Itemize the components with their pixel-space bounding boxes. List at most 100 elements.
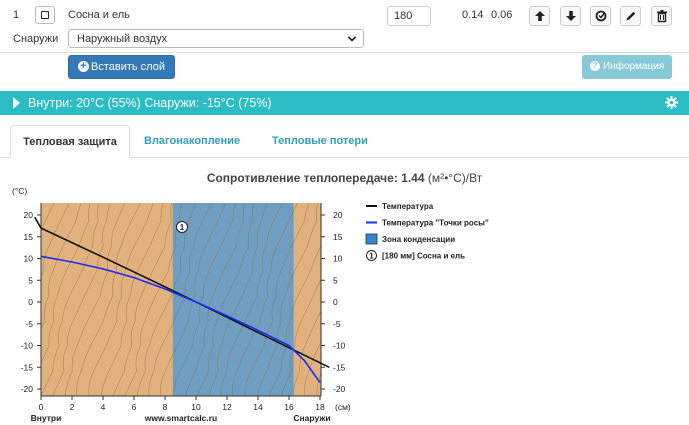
y-tick-label-right: 5 bbox=[333, 275, 338, 285]
wood-grain-line bbox=[244, 203, 310, 396]
gear-icon[interactable] bbox=[664, 95, 679, 110]
x-axis-label: (см) bbox=[335, 402, 351, 412]
layer-mu-value: 0.06 bbox=[491, 9, 513, 21]
arrow-down-icon bbox=[566, 11, 576, 21]
x-tick-label: 10 bbox=[191, 402, 201, 412]
replace-material-button[interactable] bbox=[590, 6, 611, 26]
wood-grain-line bbox=[256, 203, 319, 396]
legend-marker-number: 1 bbox=[369, 252, 374, 261]
site-label: www.smartcalc.ru bbox=[144, 413, 217, 423]
layer-thickness-input[interactable]: 180 bbox=[387, 6, 431, 26]
y-tick-label-right: 15 bbox=[333, 232, 343, 242]
wood-grain-line bbox=[88, 203, 154, 396]
layer-select-checkbox[interactable] bbox=[35, 6, 55, 24]
wood-grain-line bbox=[52, 203, 111, 396]
y-tick-label-right: -10 bbox=[333, 341, 346, 351]
y-tick-label-right: 10 bbox=[333, 254, 343, 264]
layer-material-name: Сосна и ель bbox=[68, 9, 130, 21]
legend-box-swatch bbox=[365, 233, 378, 245]
wood-grain-line bbox=[196, 203, 255, 396]
wood-grain-line bbox=[232, 203, 298, 396]
legend-marker-circle bbox=[366, 250, 377, 261]
layer-marker-label: 1 bbox=[180, 223, 185, 232]
info-button[interactable]: ? Информация bbox=[582, 55, 672, 79]
tabs-divider bbox=[0, 157, 689, 158]
x-tick-label: 18 bbox=[315, 402, 325, 412]
layer-marker-circle bbox=[176, 221, 188, 233]
edit-icon bbox=[626, 11, 636, 21]
legend-entry-label: Температура bbox=[382, 202, 434, 211]
checkbox-square-icon bbox=[41, 11, 49, 19]
info-circle-icon: ? bbox=[590, 61, 600, 71]
x-tick-label: 14 bbox=[253, 402, 263, 412]
wood-grain-line bbox=[64, 203, 126, 396]
x-tick-label: 12 bbox=[222, 402, 232, 412]
info-label: Информация bbox=[603, 61, 665, 72]
tab-thermal-protection[interactable]: Тепловая защита bbox=[10, 125, 130, 158]
tab-moisture[interactable]: Влагонакопление bbox=[144, 135, 241, 147]
x-tick-label: 4 bbox=[101, 402, 106, 412]
chevron-down-icon bbox=[347, 36, 357, 42]
move-down-button[interactable] bbox=[560, 6, 581, 26]
divider bbox=[0, 52, 689, 53]
y-tick-label: 5 bbox=[28, 275, 33, 285]
wood-grain-line bbox=[41, 203, 82, 331]
y-tick-label-right: -15 bbox=[333, 362, 346, 372]
outside-label: Снаружи bbox=[13, 33, 59, 45]
y-tick-label: 10 bbox=[24, 254, 34, 264]
layer-number: 1 bbox=[13, 9, 20, 21]
wood-grain-line bbox=[100, 203, 164, 396]
y-tick-label-right: 0 bbox=[333, 297, 338, 307]
wood-grain-line bbox=[220, 203, 283, 396]
arrow-up-icon bbox=[535, 11, 545, 21]
y-tick-label-right: 20 bbox=[333, 210, 343, 220]
legend-entry-label: Зона конденсации bbox=[382, 235, 455, 244]
outside-environment-value: Наружный воздух bbox=[77, 33, 168, 45]
conditions-bar[interactable]: Внутри: 20°C (55%) Снаружи: -15°C (75%) bbox=[0, 91, 689, 115]
y-tick-label: 0 bbox=[28, 297, 33, 307]
layer-lambda-value: 0.14 bbox=[462, 9, 484, 21]
wood-grain-line bbox=[280, 278, 321, 396]
y-axis-label: (°C) bbox=[12, 186, 27, 196]
trash-icon bbox=[657, 10, 667, 23]
y-tick-label-right: -5 bbox=[333, 319, 341, 329]
x-tick-label: 8 bbox=[163, 402, 168, 412]
wood-grain-line bbox=[41, 203, 70, 279]
y-tick-label: -10 bbox=[21, 341, 34, 351]
y-tick-label: -5 bbox=[25, 319, 33, 329]
wood-grain-line bbox=[268, 234, 321, 396]
wood-grain-line bbox=[76, 203, 141, 396]
condensation-zone bbox=[172, 203, 294, 396]
chart-title: Сопротивление теплопередаче: 1.44 (м²•°C… bbox=[0, 171, 689, 185]
wood-grain-line bbox=[41, 203, 100, 396]
wood-grain-line bbox=[112, 203, 173, 396]
y-tick-label: 20 bbox=[24, 210, 34, 220]
x-tick-label: 2 bbox=[70, 402, 75, 412]
expand-triangle-icon bbox=[13, 97, 20, 109]
outside-side-label: Снаружи bbox=[293, 413, 330, 423]
insert-layer-label: Вставить слой bbox=[91, 61, 165, 73]
wood-grain-line bbox=[184, 203, 246, 396]
insert-layer-button[interactable]: + Вставить слой bbox=[68, 55, 175, 79]
y-tick-label: 15 bbox=[24, 232, 34, 242]
conditions-text: Внутри: 20°C (55%) Снаружи: -15°C (75%) bbox=[28, 96, 272, 110]
move-up-button[interactable] bbox=[529, 6, 550, 26]
delete-layer-button[interactable] bbox=[651, 6, 672, 26]
y-tick-label: -15 bbox=[21, 362, 34, 372]
legend-entry-label: Температура "Точки росы" bbox=[382, 219, 489, 228]
wood-grain-line bbox=[172, 203, 237, 396]
edit-layer-button[interactable] bbox=[620, 6, 641, 26]
tab-heat-loss[interactable]: Тепловые потери bbox=[272, 135, 368, 147]
outside-environment-select[interactable]: Наружный воздух bbox=[68, 29, 364, 48]
temperature-line bbox=[34, 216, 330, 369]
plus-circle-icon: + bbox=[78, 61, 89, 72]
wood-grain-line bbox=[208, 203, 268, 396]
dew-point-line bbox=[40, 255, 321, 383]
wood-grain-line bbox=[160, 203, 227, 396]
wood-grain-line bbox=[292, 310, 321, 396]
chart-title-text: Сопротивление теплопередаче: 1.44 bbox=[206, 171, 425, 185]
x-tick-label: 0 bbox=[39, 402, 44, 412]
x-tick-label: 16 bbox=[284, 402, 294, 412]
y-tick-label: -20 bbox=[21, 384, 34, 394]
